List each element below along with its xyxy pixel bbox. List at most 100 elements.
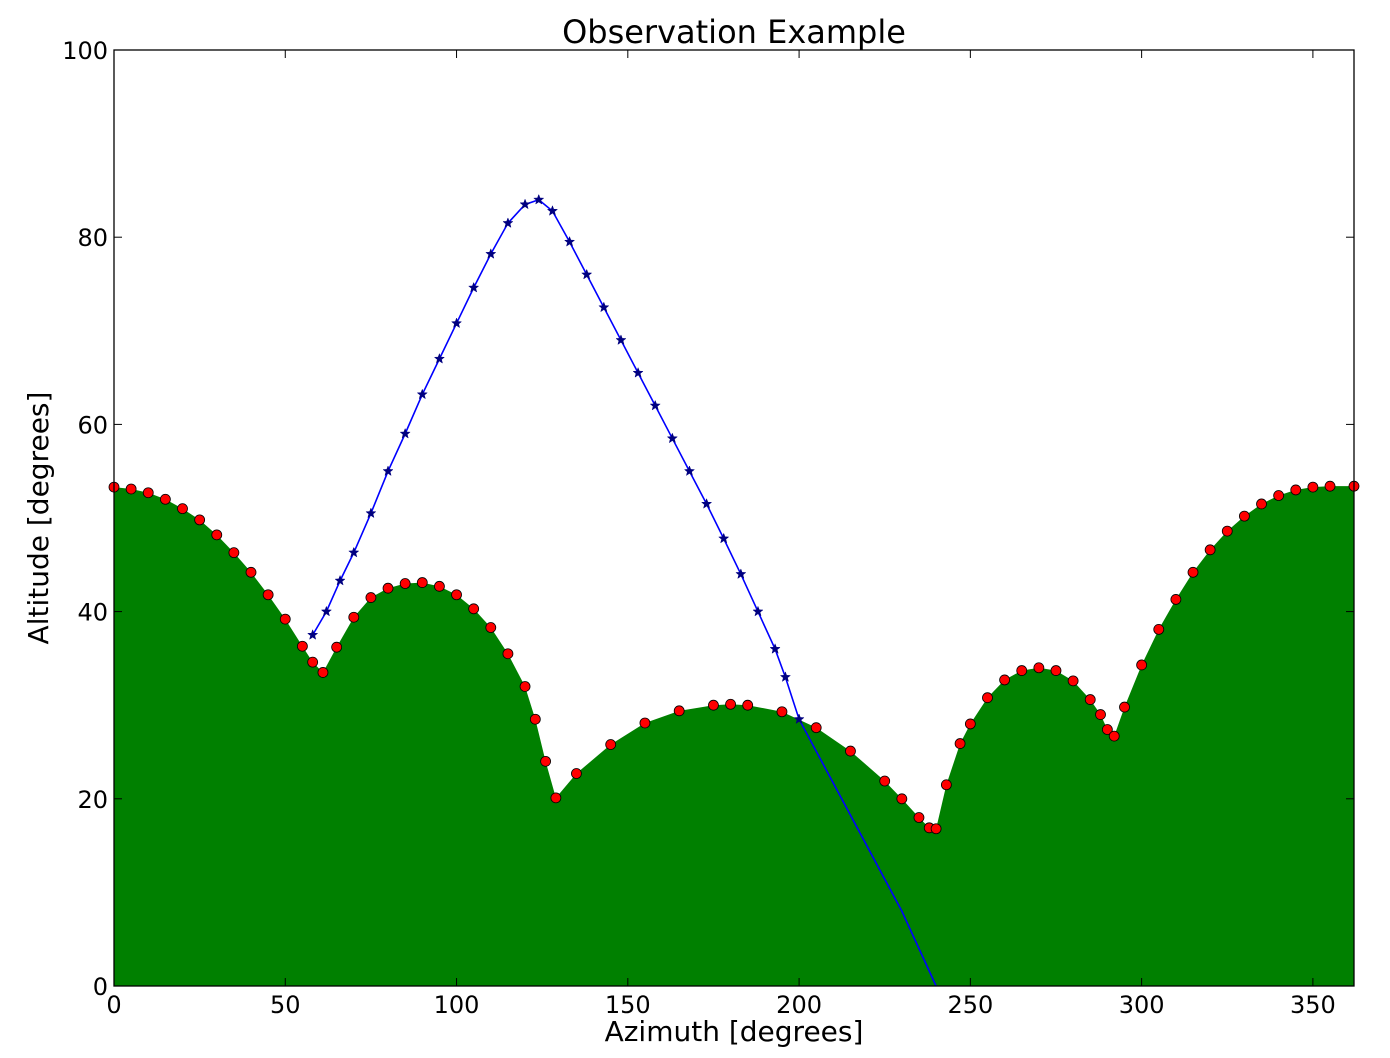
y-tick-label: 20 — [77, 786, 108, 814]
horizon-point — [245, 566, 257, 578]
track-point — [399, 427, 411, 439]
horizon-point — [879, 775, 891, 787]
horizon-point — [1050, 665, 1062, 676]
track-point — [700, 498, 713, 509]
y-tick-label: 80 — [77, 224, 108, 252]
plot-area — [108, 193, 1360, 987]
horizon-point — [451, 589, 462, 601]
track-point — [485, 248, 497, 259]
track-point — [468, 281, 480, 293]
horizon-area — [114, 486, 1354, 986]
horizon-point — [1290, 484, 1302, 496]
y-tick-label: 0 — [93, 973, 108, 1001]
horizon-point — [211, 529, 223, 541]
horizon-point — [434, 580, 445, 592]
track-point — [334, 574, 346, 586]
horizon-point — [1307, 481, 1319, 493]
horizon-point — [365, 592, 377, 603]
track-point — [598, 301, 610, 313]
x-tick-label: 0 — [106, 991, 121, 1019]
y-tick-label: 40 — [77, 599, 108, 627]
track-point — [718, 532, 730, 544]
horizon-point — [1084, 694, 1096, 705]
track-point — [450, 317, 463, 329]
axes-frame — [113, 49, 1355, 987]
horizon-point — [142, 487, 154, 499]
horizon-point — [159, 493, 171, 505]
track-point — [735, 568, 747, 579]
track-point — [615, 334, 627, 345]
horizon-point — [1136, 659, 1148, 671]
horizon-point — [399, 578, 411, 589]
x-tick-label: 150 — [605, 991, 651, 1019]
x-tick-label: 50 — [270, 991, 301, 1019]
horizon-point — [725, 698, 736, 710]
track-point — [365, 507, 377, 519]
horizon-point — [1221, 525, 1233, 537]
horizon-point — [485, 622, 497, 633]
horizon-point — [382, 582, 394, 594]
horizon-point — [550, 792, 562, 804]
horizon-point — [708, 699, 719, 711]
horizon-point — [317, 667, 329, 678]
track-point — [433, 352, 446, 364]
horizon-point — [1204, 544, 1216, 556]
track-point — [348, 546, 360, 558]
horizon-point — [1273, 490, 1285, 501]
horizon-point — [262, 589, 274, 601]
horizon-point — [519, 681, 531, 692]
horizon-point — [776, 706, 788, 718]
track-point — [502, 217, 514, 228]
axis-ticks: 0 50 100 150 200 250 300 350 0 20 40 60 80 100 — [62, 37, 1354, 1019]
horizon-point — [1238, 510, 1250, 522]
track-point — [666, 432, 678, 444]
horizon-point — [1153, 623, 1165, 635]
horizon-point — [1095, 709, 1106, 720]
track-point — [382, 465, 394, 476]
horizon-point — [999, 674, 1011, 686]
y-axis-label: Altitude [degrees] — [22, 392, 55, 645]
track-point — [307, 629, 319, 640]
horizon-point — [913, 812, 925, 823]
horizon-point — [348, 611, 360, 623]
horizon-point — [571, 768, 582, 779]
horizon-point — [540, 755, 552, 767]
x-tick-label: 250 — [947, 991, 993, 1019]
x-tick-label: 350 — [1290, 991, 1336, 1019]
track-point — [581, 268, 593, 280]
x-axis-label: Azimuth [degrees] — [605, 1015, 864, 1048]
track-point — [793, 713, 805, 725]
horizon-point — [930, 823, 942, 835]
horizon-point — [177, 503, 188, 515]
track-point — [632, 367, 644, 378]
horizon-point — [673, 705, 685, 717]
x-tick-label: 100 — [434, 991, 480, 1019]
horizon-point — [940, 779, 952, 791]
y-tick-label: 100 — [62, 37, 108, 65]
horizon-point — [279, 613, 291, 625]
track-point — [320, 605, 332, 617]
horizon-point — [529, 713, 541, 725]
horizon-point — [1324, 480, 1336, 492]
track-point — [779, 671, 792, 682]
horizon-point — [194, 514, 206, 526]
horizon-point — [228, 547, 240, 559]
track-point — [533, 193, 545, 205]
horizon-point — [1033, 662, 1045, 674]
y-tick-label: 60 — [77, 411, 108, 439]
horizon-point — [296, 640, 308, 652]
horizon-point — [331, 641, 343, 653]
track-point — [769, 643, 781, 654]
horizon-point — [502, 648, 514, 660]
track-point — [683, 465, 696, 476]
horizon-point — [742, 699, 754, 711]
horizon-point — [468, 603, 480, 615]
track-point — [752, 605, 764, 617]
horizon-point — [1170, 594, 1182, 605]
horizon-point — [307, 656, 319, 668]
track-point — [563, 235, 576, 247]
x-tick-label: 200 — [776, 991, 822, 1019]
horizon-point — [1187, 566, 1199, 578]
horizon-point — [845, 745, 856, 757]
